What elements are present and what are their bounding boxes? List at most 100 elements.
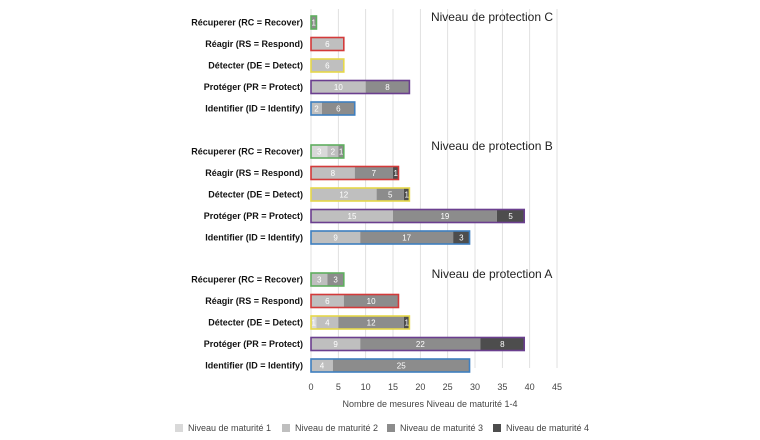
x-tick-label: 45: [552, 382, 562, 392]
data-label: 22: [416, 340, 425, 349]
data-label: 6: [325, 40, 330, 49]
bar-segment: [376, 188, 404, 201]
bar-segment: [332, 359, 470, 372]
bar-segment: [311, 209, 394, 223]
legend-swatch: [175, 424, 183, 432]
bar-segment: [327, 145, 339, 158]
x-tick-label: 15: [388, 382, 398, 392]
data-label: 12: [367, 319, 376, 328]
data-label: 10: [334, 83, 343, 92]
bar-segment: [360, 231, 454, 244]
bar-outline: [310, 358, 471, 373]
category-label: Récuperer (RC = Recover): [191, 275, 303, 285]
bar-segment: [403, 188, 410, 201]
bar-segment: [360, 337, 481, 351]
bar-segment: [311, 145, 328, 158]
data-label: 9: [333, 340, 338, 349]
data-label: 8: [331, 169, 336, 178]
bar-segment: [311, 102, 322, 115]
bar-outline: [310, 36, 345, 52]
category-label: Réagir (RS = Respond): [205, 296, 303, 306]
x-tick-label: 35: [497, 382, 507, 392]
data-label: 6: [325, 62, 330, 71]
legend-swatch: [387, 424, 395, 432]
x-tick-label: 40: [525, 382, 535, 392]
bar-outline: [310, 336, 526, 352]
bar-segment: [480, 337, 525, 351]
category-label: Protéger (PR = Protect): [204, 211, 303, 221]
data-label: 1: [394, 169, 399, 178]
legend-label: Niveau de maturité 4: [506, 423, 589, 433]
bar-segment: [311, 59, 344, 72]
x-tick-label: 5: [336, 382, 341, 392]
bar-segment: [311, 166, 355, 180]
bar-segment: [311, 273, 328, 286]
bar-outline: [310, 79, 411, 95]
bar-outline: [310, 187, 411, 202]
bar-segment: [311, 359, 333, 372]
data-label: 1: [404, 319, 409, 328]
bar-segment: [321, 102, 355, 115]
bar-segment: [311, 294, 344, 308]
bar-segment: [354, 166, 394, 180]
bar-segment: [327, 273, 344, 286]
x-tick-label: 10: [361, 382, 371, 392]
bar-outline: [310, 208, 526, 224]
bar-segment: [311, 80, 366, 94]
data-label: 6: [325, 297, 330, 306]
bar-segment: [311, 337, 361, 351]
bar-outline: [310, 144, 345, 159]
bar-outline: [310, 165, 400, 181]
bar-segment: [338, 316, 404, 329]
bar-segment: [311, 316, 317, 329]
bar-segment: [338, 145, 344, 158]
bar-segment: [311, 37, 344, 51]
bar-segment: [496, 209, 525, 223]
bar-segment: [316, 316, 339, 329]
bar-segment: [311, 231, 361, 244]
data-label: 12: [339, 191, 348, 200]
data-label: 10: [367, 297, 376, 306]
data-label: 4: [320, 362, 325, 371]
category-label: Identifier (ID = Identify): [205, 104, 303, 114]
bar-segment: [311, 16, 317, 29]
bar-segment: [311, 188, 377, 201]
category-label: Récuperer (RC = Recover): [191, 18, 303, 28]
legend-label: Niveau de maturité 3: [400, 423, 483, 433]
data-label: 8: [385, 83, 390, 92]
data-label: 25: [397, 362, 406, 371]
category-label: Identifier (ID = Identify): [205, 233, 303, 243]
bar-outline: [310, 58, 345, 73]
data-label: 2: [331, 148, 336, 157]
category-label: Identifier (ID = Identify): [205, 361, 303, 371]
data-label: 19: [440, 212, 449, 221]
category-label: Protéger (PR = Protect): [204, 82, 303, 92]
category-label: Réagir (RS = Respond): [205, 168, 303, 178]
data-label: 15: [348, 212, 357, 221]
x-axis: Nombre de mesures Niveau de maturité 1-4…: [308, 382, 562, 409]
data-label: 1: [312, 19, 317, 28]
category-label: Détecter (DE = Detect): [208, 318, 303, 328]
data-label: 1: [339, 148, 344, 157]
bar-outline: [310, 101, 356, 116]
legend-label: Niveau de maturité 2: [295, 423, 378, 433]
data-label: 5: [388, 191, 393, 200]
bar-segment: [343, 294, 399, 308]
data-label: 7: [372, 169, 377, 178]
group-titles: Niveau de protection C Niveau de protecti…: [431, 10, 553, 281]
x-tick-label: 0: [308, 382, 313, 392]
data-label: 9: [333, 234, 338, 243]
legend: Niveau de maturité 1 Niveau de maturité 2…: [175, 423, 589, 433]
data-label: 3: [317, 276, 322, 285]
bar-outline: [310, 315, 411, 330]
x-tick-label: 20: [415, 382, 425, 392]
legend-swatch: [493, 424, 501, 432]
category-label: Récuperer (RC = Recover): [191, 147, 303, 157]
category-labels: Récuperer (RC = Recover) Réagir (RS = Res…: [191, 18, 303, 371]
data-label: 6: [336, 105, 341, 114]
legend-swatch: [282, 424, 290, 432]
bar-segment: [393, 166, 399, 180]
data-label: 2: [314, 105, 319, 114]
data-label: 17: [402, 234, 411, 243]
